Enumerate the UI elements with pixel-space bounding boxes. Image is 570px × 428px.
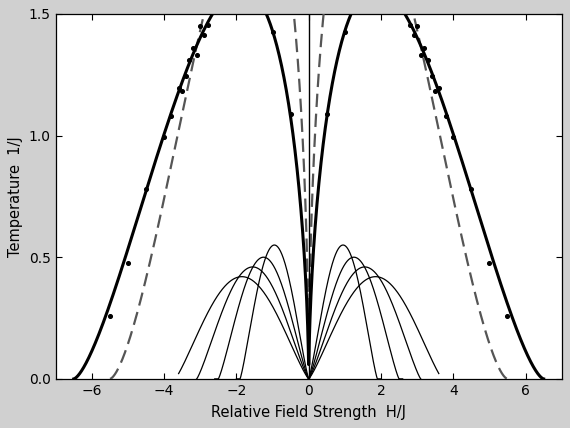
Point [200, 32, 209, 39]
Point [405, 21, 414, 28]
Point [214, 3, 223, 10]
Point [434, 84, 443, 91]
Point [416, 52, 425, 59]
Point [203, 21, 212, 28]
Point [442, 112, 451, 119]
Point [124, 259, 133, 266]
Point [192, 52, 201, 59]
Point [420, 45, 429, 52]
Point [268, 29, 277, 36]
Point [322, 110, 331, 117]
Point [174, 84, 183, 91]
Point [449, 134, 458, 141]
Point [105, 313, 115, 320]
Point [413, 23, 422, 30]
Point [467, 186, 476, 193]
Y-axis label: Temperature  1/J: Temperature 1/J [9, 136, 23, 257]
Point [160, 134, 169, 141]
Point [394, 3, 404, 10]
Point [430, 87, 439, 94]
Point [409, 32, 418, 39]
Point [189, 45, 198, 52]
Point [424, 56, 433, 63]
Point [196, 23, 205, 30]
Point [503, 313, 512, 320]
Point [181, 72, 190, 79]
Point [178, 87, 187, 94]
Point [340, 29, 349, 36]
Point [185, 56, 194, 63]
Point [485, 259, 494, 266]
Point [141, 186, 150, 193]
Point [286, 110, 295, 117]
Point [427, 72, 436, 79]
X-axis label: Relative Field Strength  H/J: Relative Field Strength H/J [211, 404, 406, 420]
Point [167, 112, 176, 119]
